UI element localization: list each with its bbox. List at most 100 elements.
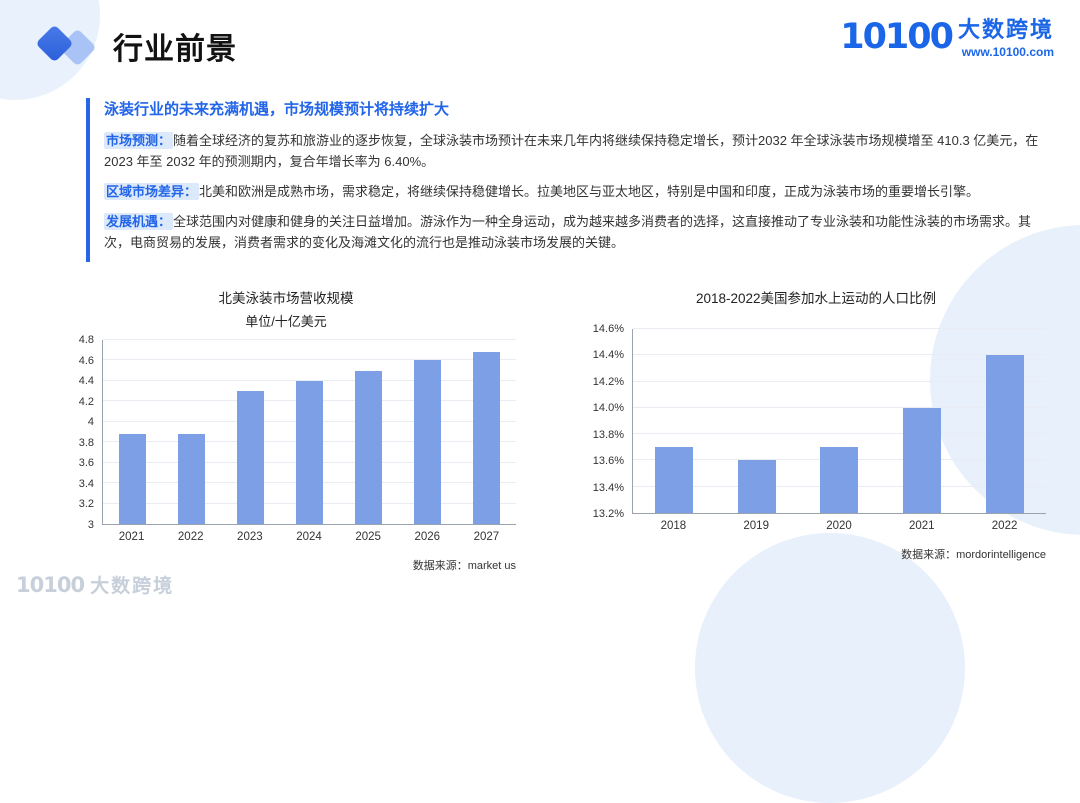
bar-2021 [119, 434, 146, 524]
chart-us-water-sports-participation: 2018-2022美国参加水上运动的人口比例 13.2% 13.4% 13.6% 13… [586, 287, 1046, 573]
bar-2022 [985, 355, 1024, 513]
bar-slot [162, 340, 221, 524]
decor-circle-bottom [695, 533, 965, 803]
y-axis: 13.2% 13.4% 13.6% 13.8% 14.0% 14.2% 14.4% 14.6% [586, 323, 632, 520]
x-tick-label: 2020 [826, 520, 852, 532]
title-diamond-icon [35, 24, 100, 68]
bar-2025 [355, 370, 382, 524]
bar-2026 [414, 360, 441, 524]
gridline [103, 359, 516, 361]
bar-slot [398, 340, 457, 524]
watermark-text: 大数跨境 [90, 576, 175, 597]
y-tick-label: 4.2 [78, 395, 94, 408]
x-tick-label: 2022 [991, 520, 1018, 532]
bar-slot [963, 329, 1046, 513]
bar-slot [280, 340, 339, 524]
gridline [633, 406, 1046, 408]
paragraph-development-opportunity: 发展机遇： 全球范围内对健康和健身的关注日益增加。游泳作为一种全身运动，成为越来越… [104, 211, 1048, 253]
bar-2023 [237, 391, 264, 524]
bar-slot [103, 340, 162, 524]
data-source: 数据来源：mordorintelligence [901, 549, 1046, 561]
y-tick-label: 4.4 [78, 375, 94, 388]
x-tick-label: 2022 [177, 531, 204, 543]
y-tick-label: 3.8 [78, 436, 94, 449]
x-tick-label: 2023 [237, 531, 263, 543]
x-tick-label: 2021 [118, 531, 145, 543]
paragraph-label: 发展机遇： [104, 213, 174, 231]
bars [103, 340, 516, 524]
bar-slot [798, 329, 881, 513]
bar-slot [881, 329, 964, 513]
x-axis: 2018 2019 2020 2021 2022 [632, 520, 1046, 532]
chart-title: 2018-2022美国参加水上运动的人口比例 [695, 291, 937, 306]
y-tick-label: 3.6 [78, 457, 94, 470]
bar-2027 [473, 352, 500, 524]
bar-slot [339, 340, 398, 524]
paragraph-label: 市场预测： [104, 132, 174, 149]
gridline [633, 380, 1046, 382]
y-tick-label: 13.8% [592, 428, 624, 441]
gridline [633, 354, 1046, 356]
plot-area [102, 339, 516, 525]
bar-slot [716, 329, 799, 513]
brand-url: www.10100.com [961, 45, 1054, 60]
gridline [103, 339, 516, 340]
y-tick-label: 14.4% [592, 349, 624, 362]
y-tick-label: 4 [87, 416, 94, 429]
x-axis: 2021 2022 2023 2024 2025 2026 2027 [102, 531, 516, 543]
paragraph-market-forecast: 市场预测： 随着全球经济的复苏和旅游业的逐步恢复，全球泳装市场预计在未来几年内将继… [104, 130, 1048, 172]
logo-10100-icon: 10100 [840, 17, 954, 57]
y-tick-label: 4.8 [78, 334, 94, 346]
x-tick-label: 2027 [473, 531, 500, 543]
gridline [103, 379, 516, 381]
y-tick-label: 3.4 [78, 477, 94, 490]
content-block: 泳装行业的未来充满机遇，市场规模预计将持续扩大 市场预测： 随着全球经济的复苏和旅… [86, 98, 1048, 263]
charts-row: 北美泳装市场营收规模 单位/十亿美元 3 3.2 3.4 3.6 3.8 4 4.2 4.4 4… [56, 287, 1046, 573]
page-title: 行业前景 [113, 33, 237, 66]
paragraph-label: 区域市场差异： [104, 183, 200, 201]
x-tick-label: 2021 [908, 520, 935, 532]
chart-north-america-swimwear-revenue: 北美泳装市场营收规模 单位/十亿美元 3 3.2 3.4 3.6 3.8 4 4.2 4.4 4… [56, 287, 516, 573]
watermark-logo: 10100 大数跨境 [16, 571, 174, 598]
bars [633, 329, 1046, 513]
y-tick-label: 14.0% [592, 402, 624, 415]
bar-2018 [655, 447, 694, 513]
y-tick-label: 3.2 [78, 498, 94, 511]
chart-subtitle: 单位/十亿美元 [245, 314, 327, 329]
x-tick-label: 2026 [414, 531, 441, 543]
x-tick-label: 2024 [296, 531, 322, 543]
bar-2021 [903, 407, 942, 513]
x-tick-label: 2019 [743, 520, 769, 532]
y-tick-label: 13.4% [592, 481, 624, 494]
bar-2020 [820, 447, 859, 513]
plot-area [632, 328, 1046, 514]
slide-header: 行业前景 10100 大数跨境 www.10100.com [0, 0, 1080, 90]
content-heading: 泳装行业的未来充满机遇，市场规模预计将持续扩大 [104, 101, 450, 118]
brand-name: 大数跨境 [957, 17, 1054, 42]
bar-slot [221, 340, 280, 524]
bar-2019 [737, 460, 776, 513]
y-tick-label: 4.6 [78, 354, 94, 367]
bar-2022 [178, 434, 205, 524]
y-tick-label: 14.6% [592, 323, 624, 335]
data-source: 数据来源：market us [412, 560, 516, 572]
y-tick-label: 13.2% [592, 508, 624, 520]
paragraph-text: 北美和欧洲是成熟市场，需求稳定，将继续保持稳健增长。拉美地区与亚太地区，特别是中… [199, 184, 980, 200]
x-tick-label: 2025 [355, 531, 381, 543]
y-tick-label: 13.6% [592, 455, 624, 468]
paragraph-text: 全球范围内对健康和健身的关注日益增加。游泳作为一种全身运动，成为越来越多消费者的… [104, 214, 1032, 251]
gridline [633, 328, 1046, 329]
x-tick-label: 2018 [660, 520, 687, 532]
y-axis: 3 3.2 3.4 3.6 3.8 4 4.2 4.4 4.6 4.8 [56, 334, 102, 531]
bar-slot [457, 340, 516, 524]
y-tick-label: 14.2% [592, 375, 624, 388]
bar-slot [633, 329, 716, 513]
bar-2024 [296, 380, 323, 524]
paragraph-text: 随着全球经济的复苏和旅游业的逐步恢复，全球泳装市场预计在未来几年内将继续保持稳定… [104, 133, 1039, 170]
brand-logo: 10100 大数跨境 www.10100.com [840, 17, 1054, 60]
chart-title: 北美泳装市场营收规模 [218, 291, 354, 306]
watermark-10100-icon: 10100 [16, 572, 85, 597]
y-tick-label: 3 [87, 519, 94, 531]
gridline [633, 433, 1046, 435]
paragraph-regional-difference: 区域市场差异： 北美和欧洲是成熟市场，需求稳定，将继续保持稳健增长。拉美地区与亚太… [104, 181, 1048, 202]
